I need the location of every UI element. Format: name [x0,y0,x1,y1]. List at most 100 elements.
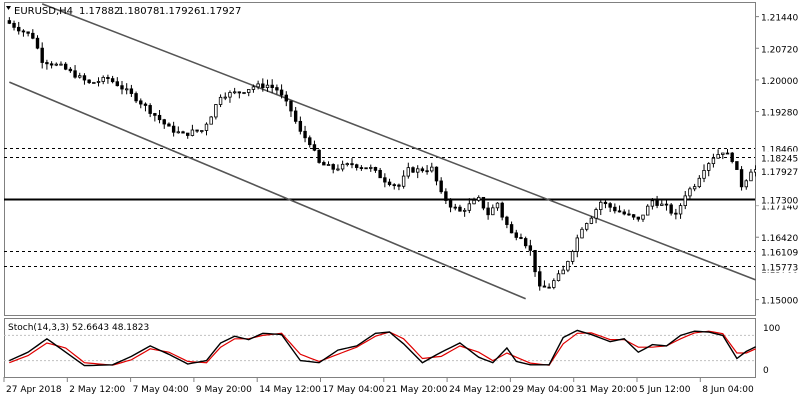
candle [73,65,77,79]
candle-body [115,81,120,87]
candle-body [721,152,725,155]
candle [721,152,725,160]
time-tick-label: 17 May 04:00 [323,385,385,395]
candle [462,208,467,217]
candle-body [453,206,457,209]
candle-body [214,104,218,118]
candle [359,165,364,171]
candle [669,203,673,216]
candle [101,75,105,85]
level-label-3: 1.16109 [761,249,798,259]
candle-body [82,75,87,81]
candle [392,183,396,190]
symbol-header: EURUSD,H4 1.17882 1.18078 1.17926 1.1792… [6,6,241,17]
candle [63,62,68,71]
candle-body [7,20,12,24]
candle [303,125,307,143]
candle-body [716,154,720,159]
candle-body [167,123,171,127]
candle [589,216,594,225]
candle [176,126,181,134]
channel-lower-line[interactable] [9,81,526,300]
candle-body [486,207,490,216]
candle-body [49,63,54,66]
candle-body [251,86,256,90]
channel-upper-line[interactable] [41,3,756,281]
candle [584,222,589,232]
candle [354,163,359,171]
candle-body [96,81,101,83]
candle-body [171,125,176,133]
candle-body [674,212,678,215]
stoch-signal-line[interactable] [9,330,756,366]
candle [350,158,354,169]
candle [561,265,565,275]
candle-body [322,162,326,166]
candle-body [735,161,739,170]
candle [87,79,91,84]
candle [397,183,401,191]
candle [59,61,63,66]
candle-body [369,166,373,169]
candle [711,153,716,168]
candle-body [500,202,504,218]
candle [251,84,256,93]
candle [739,166,744,191]
candle-body [326,164,331,166]
candle [538,266,542,291]
candle-body [54,63,58,66]
candle [124,83,129,95]
candle [31,29,35,40]
candle-body [63,63,68,70]
candle [237,91,242,99]
candle-body [645,205,650,216]
candle [580,227,584,239]
dropdown-arrow-icon[interactable] [6,6,11,10]
candle [678,203,683,219]
candle [261,78,265,92]
candle-body [462,209,467,212]
candle-body [641,214,645,220]
candle-body [35,37,40,49]
level-label-bg-4 [756,260,800,273]
candle [716,149,720,159]
candle [312,140,317,152]
time-tick-label: 8 Jun 04:00 [702,385,754,395]
candle-body [139,100,143,105]
current-price-bg [756,164,800,177]
candle-body [580,228,584,239]
candle-body [570,251,575,262]
candle [228,90,232,103]
candle [242,92,246,95]
candle-body [120,85,124,90]
candle-body [331,164,335,170]
candle-body [68,68,73,72]
candle [129,84,134,97]
candle [636,216,641,222]
level-label-4: 1.15773 [761,264,798,274]
candle [749,169,753,182]
candle [378,167,382,179]
price-tick-label: 1.19280 [761,109,798,119]
candle-body [739,169,744,188]
stoch-main-line[interactable] [9,329,757,367]
time-tick-label: 24 May 12:00 [449,385,511,395]
candle-body [312,144,317,151]
candle-body [749,171,753,182]
candle [613,203,617,214]
stoch-tick-100: 100 [763,324,780,334]
candle [730,151,734,164]
candle [683,190,687,210]
candle [725,148,730,155]
candle-body [425,170,429,173]
candle [622,209,626,216]
candle [434,166,439,186]
time-tick-label: 2 May 12:00 [69,385,125,395]
candle-body [533,249,537,273]
candle [387,178,392,187]
candle [364,167,368,170]
time-tick-label: 9 May 20:00 [196,385,252,395]
candle-body [106,76,110,80]
